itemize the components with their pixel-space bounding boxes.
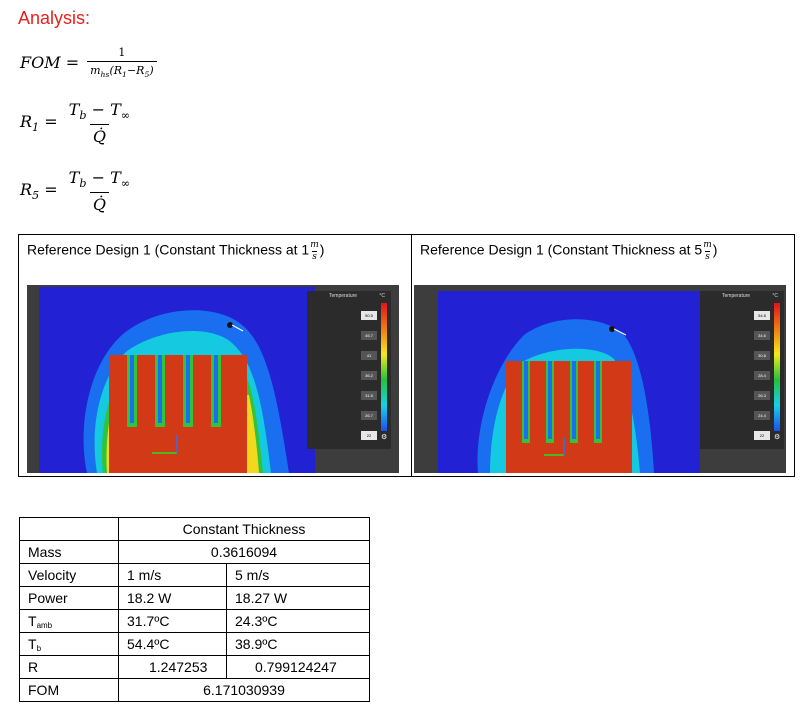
row-label: Power — [19, 586, 119, 610]
cell-value: 18.2 W — [118, 586, 227, 610]
row-label: R — [19, 655, 119, 679]
table-row: FOM 6.171030939 — [19, 678, 370, 702]
temperature-legend-1ms: Temperature °C 50.5 45.7 41 36.2 31.5 26… — [307, 291, 391, 449]
row-label: Tamb — [19, 609, 119, 633]
results-table: Constant Thickness Mass 0.3616094 Veloci… — [19, 517, 370, 702]
design-1ms-cell: Reference Design 1 (Constant Thickness a… — [18, 234, 412, 477]
fom-lhs: FOM = — [20, 53, 80, 73]
gear-icon[interactable]: ⚙ — [774, 434, 781, 441]
cell-value: 38.9ºC — [226, 632, 370, 656]
row-label: Velocity — [19, 563, 119, 587]
fom-fraction: 1 mhs(R1−R5) — [87, 46, 157, 79]
table-row: Tb 54.4ºC 38.9ºC — [19, 632, 370, 656]
gear-icon[interactable]: ⚙ — [381, 434, 388, 441]
table-corner-cell — [19, 517, 119, 541]
cell-value: 1.247253 — [118, 655, 227, 679]
table-row: Velocity 1 m/s 5 m/s — [19, 563, 370, 587]
table-row: R 1.247253 0.799124247 — [19, 655, 370, 679]
r1-equation: R1 = Tb − T∞ Q̇ — [20, 100, 133, 146]
fom-value: 6.171030939 — [118, 678, 370, 702]
r5-equation: R5 = Tb − T∞ Q̇ — [20, 168, 133, 214]
design-5ms-cell: Reference Design 1 (Constant Thickness a… — [411, 234, 795, 477]
cell-value: 24.3ºC — [226, 609, 370, 633]
cell-value: 54.4ºC — [118, 632, 227, 656]
row-label: Tb — [19, 632, 119, 656]
r1-denominator: Q̇ — [89, 124, 109, 146]
table-row: Power 18.2 W 18.27 W — [19, 586, 370, 610]
row-label: Mass — [19, 540, 119, 564]
cell-value: 1 m/s — [118, 563, 227, 587]
design-5ms-title: Reference Design 1 (Constant Thickness a… — [420, 240, 718, 262]
reference-design-table: Reference Design 1 (Constant Thickness a… — [18, 234, 795, 477]
r1-fraction: Tb − T∞ Q̇ — [66, 100, 133, 146]
r1-numerator: Tb − T∞ — [68, 100, 131, 123]
simulation-1ms-image: Temperature °C 50.5 45.7 41 36.2 31.5 26… — [27, 285, 399, 473]
table-row: Mass 0.3616094 — [19, 540, 370, 564]
fom-denominator: mhs(R1−R5) — [87, 61, 157, 79]
design-1ms-title: Reference Design 1 (Constant Thickness a… — [27, 240, 325, 262]
r1-lhs: R1 = — [20, 112, 58, 135]
simulation-5ms-image: Temperature °C 54.8 34.6 30.8 28.4 26.3 … — [414, 285, 786, 473]
temperature-legend-5ms: Temperature °C 54.8 34.6 30.8 28.4 26.3 … — [700, 291, 784, 449]
cell-value: 31.7ºC — [118, 609, 227, 633]
r5-fraction: Tb − T∞ Q̇ — [66, 168, 133, 214]
cell-value: 18.27 W — [226, 586, 370, 610]
fom-equation: FOM = 1 mhs(R1−R5) — [20, 46, 157, 79]
table-row: Tamb 31.7ºC 24.3ºC — [19, 609, 370, 633]
r5-numerator: Tb − T∞ — [68, 168, 131, 191]
fom-numerator: 1 — [118, 46, 126, 59]
mass-value: 0.3616094 — [118, 540, 370, 564]
analysis-heading: Analysis: — [18, 8, 91, 28]
r5-lhs: R5 = — [20, 180, 58, 203]
cell-value: 5 m/s — [226, 563, 370, 587]
table-header: Constant Thickness — [118, 517, 370, 541]
cell-value: 0.799124247 — [226, 655, 370, 679]
row-label: FOM — [19, 678, 119, 702]
r5-denominator: Q̇ — [89, 192, 109, 214]
table-header-row: Constant Thickness — [19, 517, 370, 541]
